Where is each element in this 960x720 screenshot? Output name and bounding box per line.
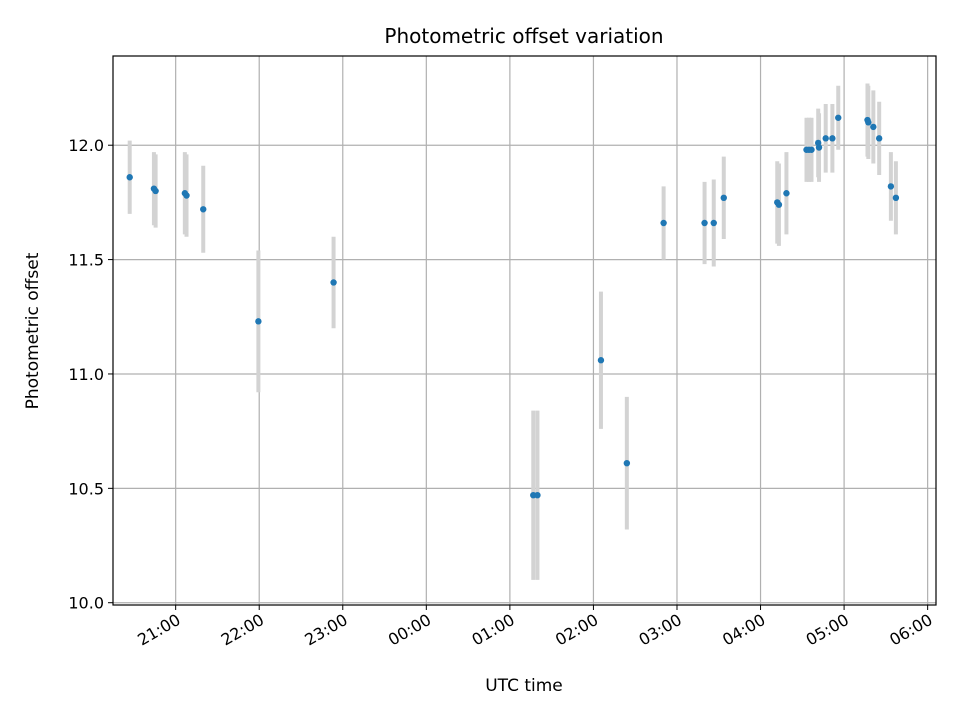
x-tick-label: 02:00: [552, 610, 601, 650]
x-axis-title: UTC time: [485, 676, 563, 696]
data-point: [808, 146, 815, 153]
y-tick-label: 10.0: [68, 594, 104, 613]
plot-frame: [112, 55, 937, 606]
data-point: [783, 190, 790, 197]
data-point: [870, 123, 877, 131]
data-point: [255, 318, 262, 325]
data-point: [720, 194, 727, 202]
data-point: [126, 174, 133, 181]
data-point: [829, 135, 836, 142]
data-point: [710, 219, 717, 227]
data-point: [887, 183, 895, 190]
y-tick-label: 11.0: [68, 365, 104, 384]
y-axis-ticks: 10.0 10.5 11.0 11.5 12.0: [68, 136, 113, 613]
x-tick-label: 21:00: [134, 610, 183, 650]
y-axis-title: Photometric offset: [23, 252, 43, 409]
data-point: [534, 492, 541, 499]
y-tick-label: 11.5: [68, 251, 104, 270]
data-point: [865, 119, 872, 126]
y-tick-label: 12.0: [68, 136, 104, 155]
x-tick-label: 01:00: [468, 610, 517, 650]
grid-lines: [113, 56, 936, 605]
x-tick-label: 22:00: [218, 610, 267, 650]
x-axis-ticks: 21:00 22:00 23:00 00:00 01:00 02:00 03:00 04:00…: [134, 605, 936, 650]
x-tick-label: 06:00: [886, 610, 935, 650]
data-point: [183, 192, 190, 199]
chart-title: Photometric offset variation: [384, 24, 663, 48]
data-points: [126, 114, 900, 499]
data-point: [623, 459, 631, 467]
data-point: [815, 144, 823, 151]
x-tick-label: 04:00: [719, 610, 768, 650]
x-tick-label: 00:00: [385, 610, 434, 650]
data-point: [892, 194, 900, 202]
data-point: [152, 187, 159, 195]
data-point: [775, 201, 783, 208]
data-point: [330, 279, 337, 286]
data-point: [660, 219, 667, 227]
data-point: [200, 206, 207, 213]
data-point: [822, 135, 829, 142]
data-point: [701, 219, 708, 227]
data-point: [875, 135, 883, 142]
x-tick-label: 23:00: [301, 610, 350, 650]
data-point: [835, 114, 842, 121]
y-tick-label: 10.5: [68, 479, 104, 498]
error-bars: [127, 83, 898, 580]
x-tick-label: 03:00: [636, 610, 685, 650]
x-tick-label: 05:00: [803, 610, 852, 650]
data-point: [597, 357, 605, 364]
